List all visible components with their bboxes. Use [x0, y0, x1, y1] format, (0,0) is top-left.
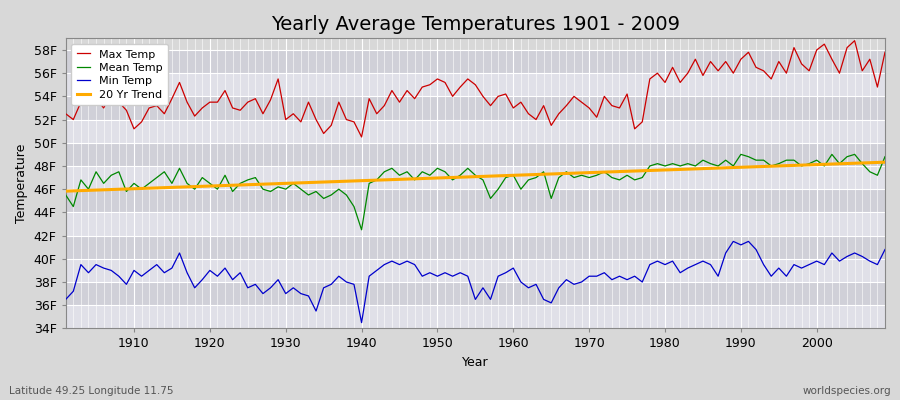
Legend: Max Temp, Mean Temp, Min Temp, 20 Yr Trend: Max Temp, Mean Temp, Min Temp, 20 Yr Tre… [71, 44, 168, 106]
Min Temp [728, 239, 739, 244]
20 Yr Trend [500, 173, 511, 178]
Line: Min Temp: Min Temp [66, 241, 885, 323]
Max Temp [879, 50, 890, 55]
Min Temp [508, 266, 518, 270]
20 Yr Trend [508, 173, 518, 178]
Bar [66, 189, 885, 212]
Max Temp [607, 103, 617, 108]
Line: Mean Temp: Mean Temp [66, 154, 885, 230]
Bar [66, 282, 885, 305]
Max Temp [333, 100, 344, 104]
Mean Temp [60, 192, 71, 197]
X-axis label: Year: Year [462, 356, 489, 369]
Bar [66, 73, 885, 96]
20 Yr Trend [333, 179, 344, 184]
Max Temp [850, 38, 860, 43]
Mean Temp [607, 175, 617, 180]
Min Temp [288, 286, 299, 290]
Max Temp [508, 106, 518, 110]
Bar [66, 50, 885, 73]
Min Temp [879, 247, 890, 252]
Text: worldspecies.org: worldspecies.org [803, 386, 891, 396]
Max Temp [288, 111, 299, 116]
Min Temp [60, 297, 71, 302]
Bar [66, 259, 885, 282]
Max Temp [356, 134, 367, 139]
Min Temp [356, 320, 367, 325]
Mean Temp [121, 189, 131, 194]
Bar [66, 143, 885, 166]
Bar [66, 305, 885, 328]
Mean Temp [735, 152, 746, 157]
Max Temp [60, 111, 71, 116]
20 Yr Trend [879, 160, 890, 164]
Min Temp [333, 274, 344, 279]
Line: 20 Yr Trend: 20 Yr Trend [66, 162, 885, 191]
Min Temp [121, 282, 131, 287]
Mean Temp [879, 154, 890, 159]
Text: Latitude 49.25 Longitude 11.75: Latitude 49.25 Longitude 11.75 [9, 386, 174, 396]
Bar [66, 212, 885, 236]
Bar [66, 236, 885, 259]
Y-axis label: Temperature: Temperature [15, 144, 28, 223]
Line: Max Temp: Max Temp [66, 41, 885, 137]
Min Temp [607, 277, 617, 282]
Max Temp [121, 108, 131, 113]
Mean Temp [356, 227, 367, 232]
20 Yr Trend [60, 189, 71, 194]
Bar [66, 166, 885, 189]
Mean Temp [516, 187, 526, 192]
Mean Temp [333, 187, 344, 192]
Bar [66, 120, 885, 143]
Mean Temp [288, 181, 299, 186]
Mean Temp [508, 173, 518, 178]
Title: Yearly Average Temperatures 1901 - 2009: Yearly Average Temperatures 1901 - 2009 [271, 15, 680, 34]
Max Temp [516, 100, 526, 104]
20 Yr Trend [598, 170, 609, 174]
20 Yr Trend [288, 181, 299, 186]
Min Temp [516, 280, 526, 284]
Bar [66, 96, 885, 120]
20 Yr Trend [121, 186, 131, 191]
